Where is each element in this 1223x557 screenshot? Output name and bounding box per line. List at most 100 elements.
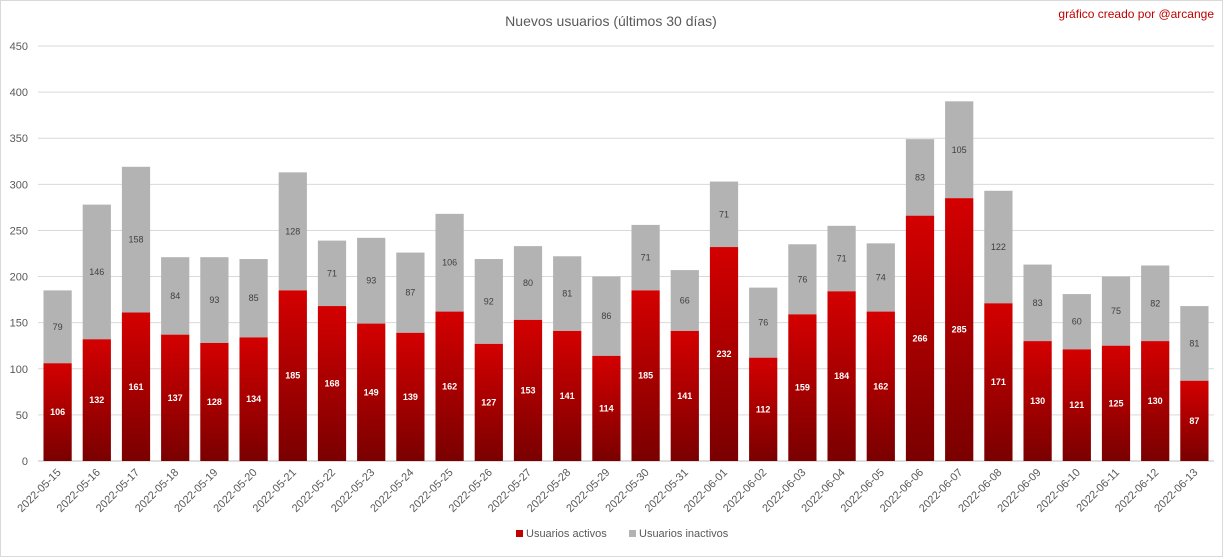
data-label-inactive: 66 [680, 296, 690, 306]
y-tick-label: 300 [10, 179, 28, 191]
bar-inactive [43, 290, 72, 364]
bar-active [161, 334, 190, 461]
data-label-inactive: 71 [719, 209, 729, 219]
bar-active [239, 337, 268, 461]
bar-active [788, 314, 817, 461]
data-label-inactive: 83 [1033, 298, 1043, 308]
y-tick-label: 50 [16, 410, 28, 422]
data-label-active: 153 [520, 385, 535, 395]
data-label-inactive: 128 [285, 226, 300, 236]
bar-active [82, 339, 111, 461]
data-label-inactive: 71 [837, 254, 847, 264]
bar-inactive [82, 204, 111, 340]
data-label-inactive: 86 [601, 311, 611, 321]
bar-active [984, 303, 1013, 461]
bar-inactive [161, 257, 190, 335]
data-label-active: 130 [1148, 396, 1163, 406]
bar-active [709, 247, 739, 461]
data-label-active: 184 [834, 371, 849, 381]
bar-inactive [121, 166, 151, 313]
y-tick-label: 350 [10, 133, 28, 145]
y-tick-label: 150 [10, 318, 28, 330]
data-label-inactive: 146 [89, 267, 104, 277]
data-label-active: 285 [952, 325, 967, 335]
data-label-active: 141 [677, 391, 692, 401]
bar-inactive [474, 259, 503, 344]
data-label-active: 134 [246, 394, 261, 404]
bar-active [553, 330, 582, 461]
data-label-active: 127 [481, 397, 496, 407]
bar-active [435, 311, 464, 461]
data-label-active: 114 [599, 403, 614, 413]
data-label-active: 266 [912, 333, 927, 343]
data-label-inactive: 85 [249, 293, 259, 303]
data-labels: 106 79 132 146 161 158 137 84 128 93 134 85 185 128 16… [50, 145, 1199, 426]
data-label-inactive: 76 [797, 274, 807, 284]
bar-inactive [239, 259, 268, 338]
bar-inactive [670, 270, 699, 331]
data-label-active: 185 [638, 371, 653, 381]
bar-inactive [1180, 306, 1209, 381]
legend-label: Usuarios activos [526, 528, 607, 540]
legend: Usuarios activos Usuarios inactivos [516, 528, 729, 540]
bar-inactive [278, 172, 307, 291]
data-label-active: 149 [364, 387, 379, 397]
data-label-active: 159 [795, 383, 810, 393]
bar-inactive [1141, 265, 1170, 342]
bar-inactive [1023, 264, 1052, 342]
data-label-active: 132 [89, 395, 104, 405]
bar-active [474, 343, 503, 461]
bar-active [945, 198, 974, 461]
bar-inactive [631, 224, 660, 291]
data-label-active: 130 [1030, 396, 1045, 406]
bar-active [121, 312, 151, 461]
bar-inactive [1101, 276, 1131, 346]
data-label-inactive: 122 [991, 242, 1006, 252]
gridlines [38, 45, 1214, 462]
bar-active [1062, 349, 1091, 461]
data-label-inactive: 71 [641, 253, 651, 263]
data-label-inactive: 83 [915, 172, 925, 182]
bar-inactive [553, 256, 582, 331]
bar-active [1023, 341, 1052, 461]
data-label-active: 112 [756, 404, 771, 414]
bar-active [43, 363, 72, 461]
data-label-active: 232 [716, 349, 731, 359]
y-tick-label: 100 [10, 364, 28, 376]
bar-active [396, 332, 425, 461]
chart-title: Nuevos usuarios (últimos 30 días) [505, 13, 717, 29]
data-label-active: 171 [991, 377, 1006, 387]
bar-inactive [749, 287, 778, 358]
data-label-inactive: 105 [952, 145, 967, 155]
bar-active [1141, 341, 1170, 461]
bar-inactive [945, 101, 974, 199]
data-label-active: 87 [1189, 416, 1199, 426]
legend-swatch [516, 530, 523, 537]
data-label-active: 141 [560, 391, 575, 401]
bar-active [905, 215, 935, 461]
bar-active [749, 357, 778, 461]
data-label-active: 162 [442, 381, 457, 391]
y-tick-label: 400 [10, 87, 28, 99]
bar-inactive [905, 139, 935, 216]
bar-active [827, 291, 856, 461]
bar-active [200, 342, 229, 461]
data-label-active: 125 [1108, 398, 1123, 408]
y-axis-ticks: 0 50 100 150 200 250 300 350 400 450 [10, 41, 28, 468]
data-label-inactive: 76 [758, 318, 768, 328]
legend-label: Usuarios inactivos [639, 528, 729, 540]
data-label-inactive: 81 [1189, 338, 1199, 348]
bar-inactive [788, 244, 817, 315]
data-label-active: 121 [1069, 400, 1084, 410]
x-axis-ticks: 2022-05-152022-05-162022-05-172022-05-18… [15, 467, 1200, 515]
data-label-inactive: 92 [484, 296, 494, 306]
data-label-inactive: 71 [327, 268, 337, 278]
data-label-active: 185 [285, 371, 300, 381]
data-label-active: 168 [324, 379, 339, 389]
bar-active [513, 319, 543, 461]
data-label-inactive: 87 [405, 288, 415, 298]
data-label-inactive: 60 [1072, 317, 1082, 327]
bar-inactive [357, 237, 386, 324]
y-tick-label: 450 [10, 41, 28, 53]
